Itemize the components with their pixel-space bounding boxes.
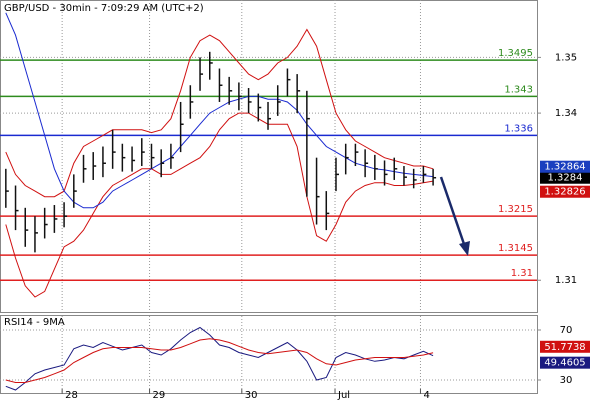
bb-lower xyxy=(5,112,434,298)
price-box xyxy=(540,340,590,353)
price-box xyxy=(540,185,590,198)
y-tick-label: 1.31 xyxy=(555,275,577,286)
forecast-arrow xyxy=(439,176,470,256)
x-tick-label: Jul xyxy=(337,390,350,400)
bb-upper xyxy=(5,28,434,198)
main-panel xyxy=(0,0,538,313)
level-label: 1.3215 xyxy=(498,204,533,215)
y-tick-label: 1.34 xyxy=(555,108,577,119)
rsi-panel xyxy=(0,315,538,394)
price-box-label: 51.7738 xyxy=(544,342,585,353)
y-tick-label: 70 xyxy=(560,325,573,336)
price-box xyxy=(540,171,590,184)
price-box-label: 1.32864 xyxy=(544,162,585,173)
chart-title: GBP/USD - 30min - 7:09:29 AM (UTC+2) xyxy=(4,3,204,14)
y-tick-label: 30 xyxy=(560,375,573,386)
x-tick-label: 4 xyxy=(423,390,429,400)
level-label: 1.3495 xyxy=(498,48,533,59)
x-tick-label: 28 xyxy=(65,390,78,400)
x-tick-label: 30 xyxy=(245,390,258,400)
level-label: 1.31 xyxy=(511,268,533,279)
rsi-title: RSI14 - 9MA xyxy=(4,317,65,328)
price-box xyxy=(540,356,590,369)
arrow-shaft xyxy=(439,176,467,248)
x-tick-label: 29 xyxy=(153,390,166,400)
level-label: 1.336 xyxy=(504,123,533,134)
rsi-line xyxy=(5,338,434,383)
moving-average xyxy=(5,12,434,209)
price-box-label: 49.4605 xyxy=(544,358,585,369)
y-tick-label: 1.35 xyxy=(555,52,577,63)
price-box-label: 1.32826 xyxy=(544,187,585,198)
level-label: 1.3145 xyxy=(498,243,533,254)
price-box xyxy=(540,160,590,173)
level-label: 1.343 xyxy=(504,84,533,95)
price-box-label: 1.3284 xyxy=(548,173,583,184)
rsi-line xyxy=(5,326,434,391)
arrow-head xyxy=(459,241,470,256)
